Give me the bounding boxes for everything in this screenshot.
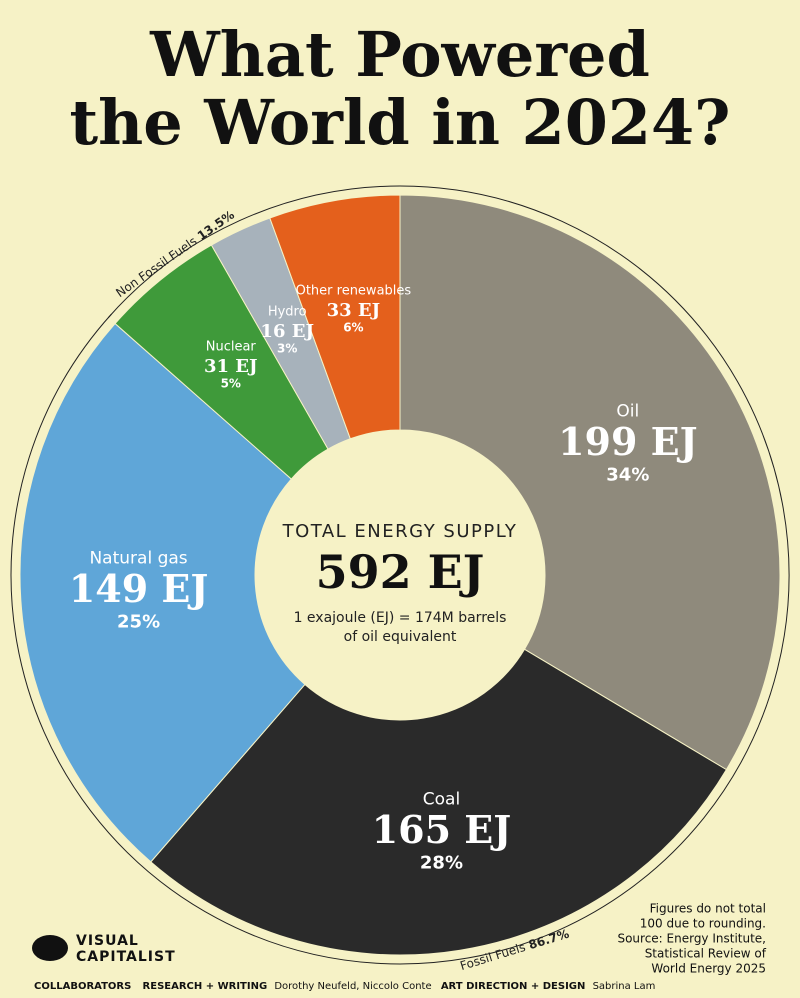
- credits-heading: COLLABORATORS: [34, 981, 131, 992]
- credits: COLLABORATORS RESEARCH + WRITING Dorothy…: [34, 981, 655, 992]
- slice-value: 149 EJ: [69, 566, 209, 611]
- slice-value: 16 EJ: [260, 321, 314, 342]
- logo-text: VISUAL: [76, 933, 139, 949]
- slice-name: Hydro: [268, 304, 307, 319]
- center-total: 592 EJ: [316, 545, 485, 599]
- footer-note: Figures do not total 100 due to rounding…: [617, 902, 766, 976]
- donut: [19, 194, 781, 956]
- slice-percent: 34%: [606, 465, 649, 486]
- center-label: TOTAL ENERGY SUPPLY: [282, 521, 518, 542]
- group-arc: [10, 185, 790, 965]
- logo: VISUAL CAPITALIST: [32, 933, 176, 965]
- slice-value: 199 EJ: [558, 419, 698, 464]
- source-line: Source: Energy Institute,: [617, 932, 766, 946]
- slice-percent: 28%: [420, 853, 463, 874]
- credits-role: RESEARCH + WRITING: [143, 981, 268, 992]
- group-arc: [107, 185, 401, 319]
- slice-value: 165 EJ: [372, 807, 512, 852]
- title-line: the World in 2024?: [70, 86, 731, 159]
- logo-text: CAPITALIST: [76, 949, 176, 965]
- credits-names: Dorothy Neufeld, Niccolo Conte: [274, 981, 431, 992]
- center-note: of oil equivalent: [344, 629, 457, 645]
- slice-percent: 5%: [221, 377, 241, 391]
- slice-value: 31 EJ: [204, 356, 258, 377]
- source-line: World Energy 2025: [651, 962, 766, 976]
- credits-names: Sabrina Lam: [593, 981, 656, 992]
- slice-value: 33 EJ: [327, 300, 381, 321]
- note-line: Figures do not total: [650, 902, 766, 916]
- note-line: 100 due to rounding.: [640, 917, 766, 931]
- slice-name: Natural gas: [89, 548, 187, 568]
- slice-name: Coal: [423, 790, 460, 810]
- slice-name: Other renewables: [296, 284, 412, 299]
- center-hole: [255, 430, 545, 720]
- title-line: What Powered: [149, 18, 650, 91]
- slice-percent: 6%: [343, 321, 363, 335]
- center-note: 1 exajoule (EJ) = 174M barrels: [294, 610, 507, 626]
- slice-name: Oil: [616, 402, 639, 422]
- slice-percent: 3%: [277, 341, 297, 355]
- logo-mark: [32, 935, 68, 961]
- slice-name: Nuclear: [206, 340, 257, 355]
- slice: [19, 322, 306, 863]
- source-line: Statistical Review of: [645, 947, 767, 961]
- slice-percent: 25%: [117, 611, 160, 632]
- credits-role: ART DIRECTION + DESIGN: [441, 981, 586, 992]
